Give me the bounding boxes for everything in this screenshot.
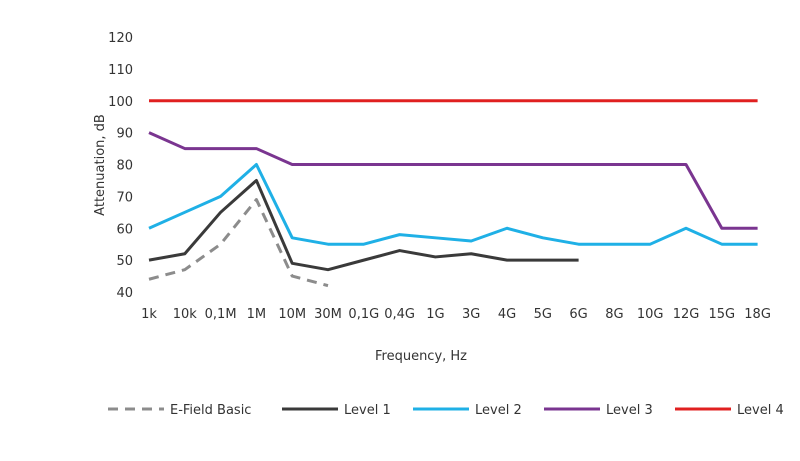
x-tick-label: 5G — [534, 307, 552, 322]
legend-label-e-field-basic: E-Field Basic — [170, 403, 251, 418]
x-tick-label: 12G — [673, 307, 700, 322]
y-tick-label: 110 — [108, 63, 133, 78]
x-tick-label: 1G — [426, 307, 444, 322]
x-tick-label: 3G — [462, 307, 480, 322]
x-tick-label: 0,1M — [205, 307, 237, 322]
legend-label-level-1: Level 1 — [344, 403, 391, 418]
y-tick-label: 90 — [116, 127, 133, 142]
y-tick-label: 80 — [116, 159, 133, 174]
x-tick-label: 0,4G — [384, 307, 415, 322]
series-line-level-3 — [148, 131, 758, 230]
y-axis-label: Attenuation, dB — [93, 114, 108, 216]
series-line-level-1 — [148, 178, 579, 272]
y-axis-ticks: 40 50 60 70 80 90 100 110 120 — [108, 31, 133, 301]
y-tick-label: 50 — [116, 254, 133, 269]
x-tick-label: 18G — [744, 307, 771, 322]
x-tick-label: 8G — [605, 307, 623, 322]
x-tick-label: 10G — [637, 307, 664, 322]
y-tick-label: 40 — [116, 286, 133, 301]
x-tick-label: 1M — [247, 307, 267, 322]
x-tick-label: 1k — [141, 307, 157, 322]
x-tick-label: 15G — [708, 307, 735, 322]
legend: E-Field Basic Level 1 Level 2 Level 3 Level … — [108, 403, 784, 418]
x-tick-label: 10M — [278, 307, 306, 322]
x-tick-label: 30M — [314, 307, 342, 322]
x-axis-ticks: 1k 10k 0,1M 1M 10M 30M 0,1G 0,4G 1G 3G 4G 5G 6G 8G 10G… — [141, 307, 771, 322]
legend-label-level-4: Level 4 — [737, 403, 784, 418]
y-tick-label: 70 — [116, 190, 133, 205]
legend-label-level-3: Level 3 — [606, 403, 653, 418]
series-line-level-2 — [148, 163, 758, 246]
legend-label-level-2: Level 2 — [475, 403, 522, 418]
y-tick-label: 100 — [108, 95, 133, 110]
y-tick-label: 60 — [116, 222, 133, 237]
y-tick-label: 120 — [108, 31, 133, 46]
series-line-e-field-basic — [148, 198, 329, 288]
x-tick-label: 0,1G — [348, 307, 379, 322]
x-axis-label: Frequency, Hz — [375, 349, 467, 364]
x-tick-label: 10k — [173, 307, 198, 322]
x-tick-label: 6G — [569, 307, 587, 322]
x-tick-label: 4G — [498, 307, 516, 322]
series-lines — [148, 99, 758, 288]
